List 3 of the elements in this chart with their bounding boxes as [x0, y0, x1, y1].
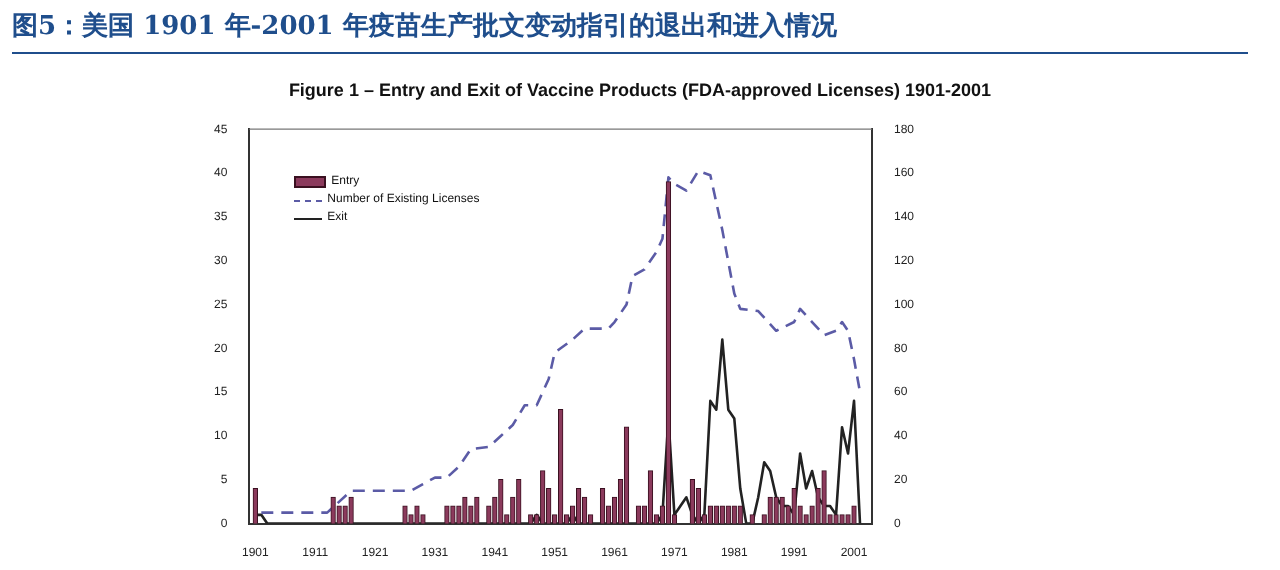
line-series [260, 169, 862, 514]
chart-title: 图5：美国 1901 年-2001 年疫苗生产批文变动指引的退出和进入情况 [12, 8, 1248, 54]
chart-subtitle: Figure 1 – Entry and Exit of Vaccine Products (FDA-approved Licenses) 1901-2001 [286, 80, 994, 100]
